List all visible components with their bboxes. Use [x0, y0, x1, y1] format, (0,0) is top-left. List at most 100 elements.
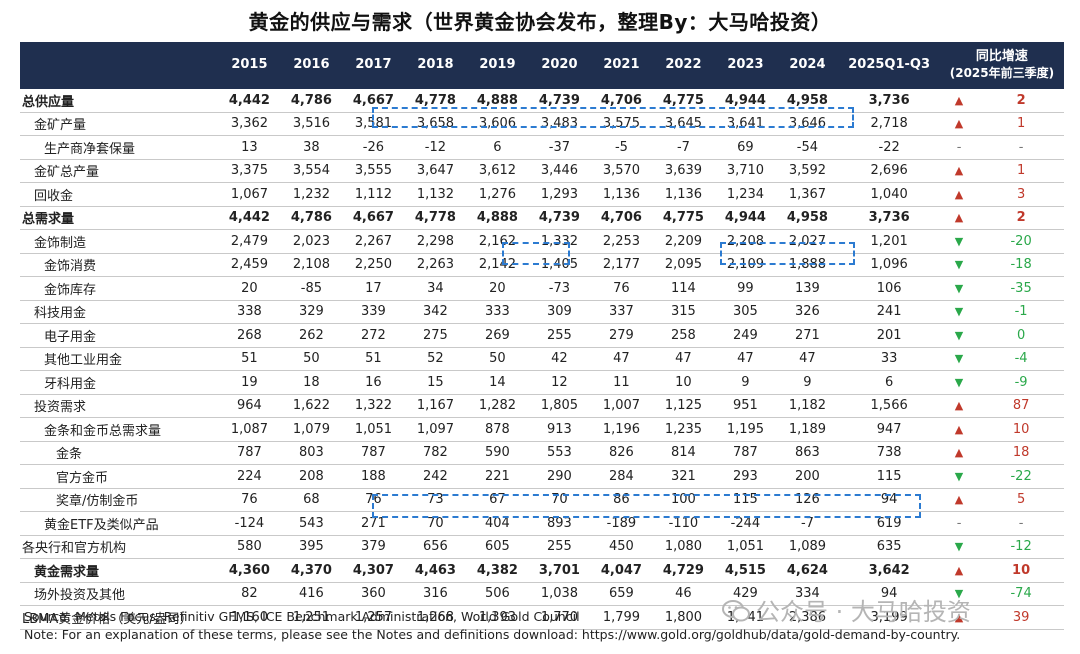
cell-value: 333	[466, 300, 529, 324]
cell-value: 279	[590, 323, 653, 348]
cell-value: 863	[776, 441, 839, 465]
down-arrow-icon: ▼	[939, 323, 979, 348]
table-row: 电子用金 268 262 272 275 269 255 279 258 249 271 201 ▼ 0	[20, 323, 1064, 348]
cell-value: 99	[714, 276, 777, 301]
header-year: 2016	[280, 42, 343, 89]
up-arrow-icon: ▲	[939, 112, 979, 136]
table-row: 官方金币 224 208 188 242 221 290 284 321 293 200 115 ▼ -2…	[20, 464, 1064, 489]
yoy-value: -22	[978, 464, 1064, 489]
cell-value: 224	[218, 464, 281, 489]
up-arrow-icon: ▲	[939, 159, 979, 183]
cell-value: 1,800	[652, 605, 715, 630]
cell-value: 70	[404, 511, 467, 536]
cell-value: 1,234	[714, 182, 777, 207]
cell-value: 4,442	[218, 206, 281, 230]
cell-value: 11	[590, 370, 653, 395]
cell-value: 2,263	[404, 253, 467, 277]
cell-value: 316	[404, 582, 467, 606]
cell-value: 126	[776, 488, 839, 512]
cell-value: 4,667	[342, 88, 405, 113]
cell-value: 4,944	[714, 206, 777, 230]
cell-value: 543	[280, 511, 343, 536]
cell-value: 2,027	[776, 229, 839, 254]
down-arrow-icon: ▼	[939, 464, 979, 489]
header-yoy: 同比增速 (2025年前三季度)	[939, 42, 1064, 89]
up-arrow-icon: ▲	[939, 488, 979, 512]
up-arrow-icon: ▲	[939, 605, 979, 630]
cell-value: 13	[218, 135, 281, 160]
cell-value: 284	[590, 464, 653, 489]
cell-value: 1,332	[528, 229, 591, 254]
cell-value: 272	[342, 323, 405, 348]
cell-value: 787	[342, 441, 405, 465]
header-year: 2017	[342, 42, 405, 89]
cell-value: 4,667	[342, 206, 405, 230]
cell-value: 3,575	[590, 112, 653, 136]
yoy-value: 1	[978, 159, 1064, 183]
cell-value: 269	[466, 323, 529, 348]
cell-value: 3,641	[714, 112, 777, 136]
cell-value: 329	[280, 300, 343, 324]
cell-value: 221	[466, 464, 529, 489]
cell-value: 1,805	[528, 394, 591, 418]
cell-value: 18	[280, 370, 343, 395]
cell-value: 404	[466, 511, 529, 536]
cell-value: 1,282	[466, 394, 529, 418]
cell-value: -7	[652, 135, 715, 160]
cell-value: 9	[714, 370, 777, 395]
cell-value: 249	[714, 323, 777, 348]
cell-value: 1,051	[342, 417, 405, 442]
cell-value: 115	[838, 464, 940, 489]
table-row: 金条 787 803 787 782 590 553 826 814 787 863 738 ▲ 18	[20, 441, 1064, 465]
table-row: 场外投资及其他 82 416 360 316 506 1,038 659 46 429 334 94 ▼…	[20, 582, 1064, 606]
cell-value: 4,370	[280, 558, 343, 583]
cell-value: 20	[218, 276, 281, 301]
cell-value: 4,958	[776, 88, 839, 113]
cell-value: 2,095	[652, 253, 715, 277]
cell-value: 1,235	[652, 417, 715, 442]
cell-value: 782	[404, 441, 467, 465]
cell-value: 201	[838, 323, 940, 348]
cell-value: -26	[342, 135, 405, 160]
cell-value: 14	[466, 370, 529, 395]
cell-value: 787	[714, 441, 777, 465]
cell-value: 47	[590, 347, 653, 371]
cell-value: 262	[280, 323, 343, 348]
cell-value: 241	[838, 300, 940, 324]
yoy-value: -12	[978, 535, 1064, 559]
cell-value: 429	[714, 582, 777, 606]
row-label: 金矿产量	[20, 112, 219, 136]
cell-value: 4,382	[466, 558, 529, 583]
cell-value: 1,770	[528, 605, 591, 630]
table-row: 黄金ETF及类似产品 -124 543 271 70 404 893 -189 -110 -244…	[20, 511, 1064, 536]
cell-value: 1,038	[528, 582, 591, 606]
header-year: 2019	[466, 42, 529, 89]
cell-value: 326	[776, 300, 839, 324]
yoy-value: 1	[978, 112, 1064, 136]
cell-value: 3,375	[218, 159, 281, 183]
table-row: 奖章/仿制金币 76 68 76 73 67 70 86 100 115 126 94 ▲ 5	[20, 488, 1064, 512]
cell-value: -12	[404, 135, 467, 160]
cell-value: 1,160	[218, 605, 281, 630]
yoy-value: -	[978, 511, 1064, 536]
cell-value: 73	[404, 488, 467, 512]
cell-value: -244	[714, 511, 777, 536]
cell-value: 94	[838, 582, 940, 606]
cell-value: 1,196	[590, 417, 653, 442]
cell-value: 76	[590, 276, 653, 301]
cell-value: 553	[528, 441, 591, 465]
cell-value: 20	[466, 276, 529, 301]
cell-value: -73	[528, 276, 591, 301]
cell-value: 33	[838, 347, 940, 371]
cell-value: 3,639	[652, 159, 715, 183]
header-year: 2025Q1-Q3	[838, 42, 940, 89]
cell-value: 4,739	[528, 88, 591, 113]
up-arrow-icon: ▲	[939, 558, 979, 583]
table-row: 生产商净套保量 13 38 -26 -12 6 -37 -5 -7 69 -54 -22- -	[20, 135, 1064, 160]
cell-value: -7	[776, 511, 839, 536]
cell-value: 255	[528, 535, 591, 559]
row-label: 奖章/仿制金币	[20, 488, 219, 512]
up-arrow-icon: ▲	[939, 417, 979, 442]
yoy-value: 39	[978, 605, 1064, 630]
up-arrow-icon: ▲	[939, 394, 979, 418]
